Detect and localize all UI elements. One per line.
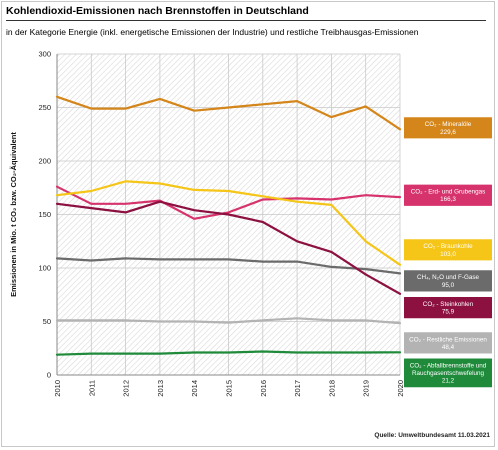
x-tick-label: 2010 <box>53 380 62 397</box>
series-line-erdgas <box>55 185 402 220</box>
series-label-text: CO₂ - Restliche Emissionen <box>409 336 487 343</box>
series-label-text: 48,4 <box>442 344 455 351</box>
series-label-text: 75,9 <box>442 309 455 316</box>
series-label-text: 21,2 <box>442 378 455 385</box>
series-label-text: 103,0 <box>440 251 456 258</box>
series-line-steinkohle <box>55 200 402 295</box>
x-tick-label: 2016 <box>259 380 268 397</box>
series-label-box <box>404 270 492 292</box>
y-tick-label: 250 <box>38 103 51 112</box>
x-tick-label: 2015 <box>225 380 234 397</box>
series-label-text: CO₂ - Braunkohle <box>423 243 473 250</box>
source-note: Quelle: Umweltbundesamt 11.03.2021 <box>374 432 490 439</box>
series-label-abfall: CO₂ - Abfallbrennstoffe undRauchgasentsc… <box>404 358 492 388</box>
x-tick-label: 2018 <box>327 380 336 397</box>
series-line-mineraloele <box>55 95 402 131</box>
series-label-box <box>404 332 492 354</box>
y-tick-label: 50 <box>43 317 51 326</box>
series-label-box <box>404 117 492 139</box>
x-tick-label: 2020 <box>396 380 405 397</box>
x-tick-label: 2011 <box>87 380 96 396</box>
title-divider <box>6 20 486 21</box>
series-label-text: CO₂ - Mineralöle <box>425 121 472 128</box>
series-label-text: 229,6 <box>440 129 456 136</box>
x-tick-label: 2014 <box>190 380 199 397</box>
series-line-abfall <box>55 350 402 356</box>
x-tick-label: 2012 <box>122 380 131 397</box>
chart-subtitle: in der Kategorie Energie (inkl. energeti… <box>6 27 419 37</box>
series-line-fgase <box>55 257 402 275</box>
chart-title: Kohlendioxid-Emissionen nach Brennstoffe… <box>6 5 309 17</box>
x-tick-label: 2013 <box>156 380 165 397</box>
series-label-text: Rauchgasentschwefelung <box>412 370 485 377</box>
y-tick-label: 300 <box>38 50 51 59</box>
series-label-text: CH₄, N₂O und F-Gase <box>417 274 480 281</box>
series-label-box <box>404 358 492 388</box>
series-label-text: 95,0 <box>442 282 455 289</box>
y-tick-label: 0 <box>47 371 51 380</box>
series-label-box <box>404 239 492 261</box>
series-line-restliche <box>55 317 402 325</box>
x-tick-label: 2017 <box>293 380 302 397</box>
series-line-braunkohle <box>55 180 402 266</box>
y-axis-title: Emissionen in Mio. t CO₂ bzw. CO₂-Äquiva… <box>9 132 18 297</box>
y-tick-label: 200 <box>38 157 51 166</box>
series-label-box <box>404 296 492 319</box>
series-label-box <box>404 184 492 206</box>
series-label-text: 166,3 <box>440 196 456 203</box>
y-tick-label: 150 <box>38 210 51 219</box>
series-label-text: CO₂ - Steinkohlen <box>423 301 474 308</box>
x-tick-label: 2019 <box>362 380 371 397</box>
series-label-text: CO₂ - Abfallbrennstoffe und <box>410 362 487 369</box>
y-tick-label: 100 <box>38 264 51 273</box>
series-label-text: CO₂ - Erd- und Grubengas <box>411 189 486 196</box>
